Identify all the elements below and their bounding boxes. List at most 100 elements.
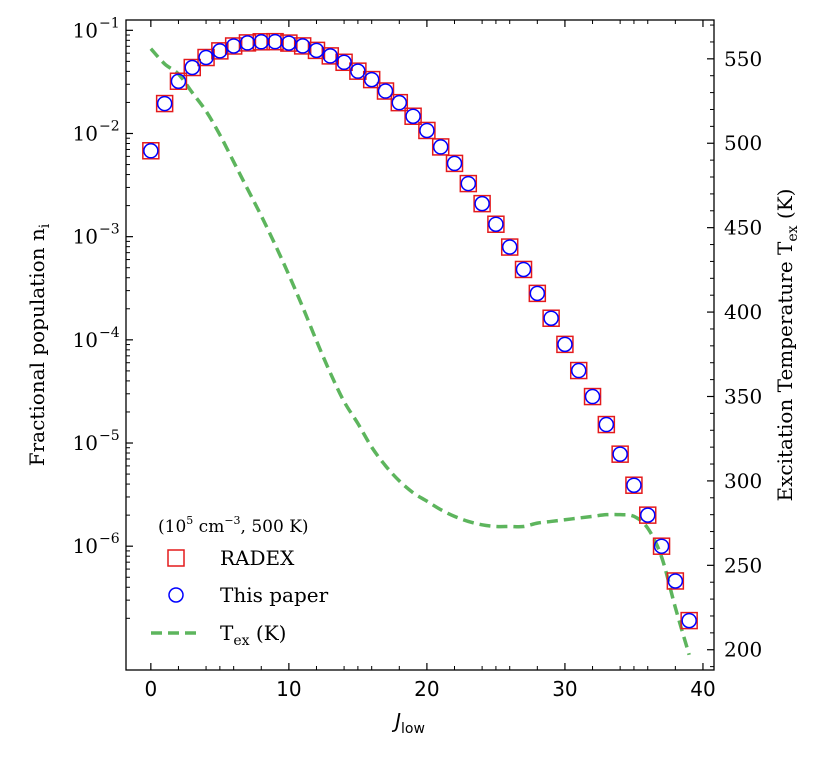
legend-radex-label: RADEX: [220, 546, 295, 570]
this-paper-point: [488, 216, 504, 232]
legend-title-suffix: , 500 K): [241, 517, 309, 537]
radex-point: [638, 506, 657, 524]
legend-radex-marker: [167, 549, 185, 567]
this-paper-point: [405, 108, 421, 124]
marker-layer: [142, 32, 698, 630]
this-paper-point: [308, 42, 325, 59]
radex-point: [569, 361, 588, 380]
y-axis-left: 10−110−210−310−410−510−6: [73, 15, 133, 619]
y-left-tick-exponent: −1: [99, 15, 120, 31]
x-tick-label: 40: [690, 677, 715, 701]
y-right-tick-label: 550: [724, 47, 762, 71]
radex-point: [583, 387, 602, 406]
y-axis-left-label-main: Fractional population n: [25, 228, 49, 466]
legend-tex-sub: ex: [233, 633, 249, 649]
radex-point: [445, 154, 464, 173]
y-axis-right-label-main: Excitation Temperature T: [773, 241, 797, 502]
legend-title-exp2: −3: [224, 514, 240, 527]
legend-tex-main: T: [220, 621, 234, 645]
radex-point: [142, 142, 160, 160]
y-axis-left-label-sub: i: [37, 223, 53, 228]
radex-point: [652, 537, 671, 555]
radex-point: [680, 611, 698, 630]
y-right-tick-label: 250: [724, 553, 762, 577]
y-left-tick-exponent: −6: [99, 531, 120, 547]
radex-point: [487, 215, 505, 233]
legend-title-prefix: (10: [158, 517, 186, 537]
radex-point: [183, 58, 202, 77]
radex-point: [155, 94, 174, 113]
radex-point: [542, 309, 560, 327]
this-paper-point: [626, 477, 642, 493]
radex-point: [197, 48, 215, 67]
this-paper-point: [612, 446, 628, 462]
y-left-tick-base: 10: [73, 225, 98, 249]
x-axis: 0 10 20 30 40: [144, 20, 716, 701]
this-paper-point: [557, 336, 573, 353]
y-axis-right: 200 250 300 350 400 450 500 550: [707, 24, 762, 668]
this-paper-point: [336, 54, 352, 71]
this-paper-point: [529, 285, 546, 302]
y-left-tick-base: 10: [73, 534, 98, 558]
this-paper-point: [432, 139, 449, 155]
this-paper-point: [681, 612, 697, 629]
radex-point: [390, 93, 409, 112]
radex-point: [431, 138, 450, 156]
this-paper-point: [294, 38, 311, 54]
y-right-tick-label: 300: [724, 469, 762, 493]
x-tick-label: 0: [144, 677, 157, 701]
this-paper-point: [391, 94, 408, 111]
this-paper-point: [460, 175, 477, 192]
radex-point: [514, 260, 533, 279]
radex-point: [666, 572, 685, 590]
y-left-tick-label: 10: [73, 328, 98, 352]
radex-point: [556, 335, 574, 354]
this-paper-point: [543, 310, 559, 326]
radex-point: [376, 82, 395, 100]
y-right-tick-label: 500: [724, 131, 762, 155]
y-left-tick-exponent: −4: [99, 325, 120, 341]
y-left-tick-base: 10: [73, 121, 98, 145]
y-left-tick-exponent: −2: [99, 118, 120, 134]
this-paper-point: [143, 143, 159, 159]
radex-point: [266, 32, 284, 51]
this-paper-point: [350, 63, 366, 79]
this-paper-point: [170, 73, 187, 89]
y-axis-right-label-sub: ex: [785, 225, 801, 241]
radex-point: [597, 415, 616, 434]
legend-thispaper-marker: [168, 587, 184, 603]
this-paper-point: [584, 388, 601, 405]
radex-point: [335, 53, 353, 72]
y-left-tick-base: 10: [73, 431, 98, 455]
this-paper-point: [156, 95, 173, 112]
this-paper-point: [377, 83, 394, 99]
y-left-tick-base: 10: [73, 328, 98, 352]
radex-point: [362, 70, 381, 89]
radex-point: [321, 47, 340, 65]
y-left-tick-label: 10: [73, 18, 98, 42]
legend-title-mid: cm: [193, 517, 224, 537]
radex-point: [418, 121, 436, 140]
y-left-tick-label: 10: [73, 534, 98, 558]
y-left-tick-base: 10: [73, 18, 98, 42]
y-right-tick-label: 450: [724, 216, 762, 240]
x-axis-label: Jlow: [391, 709, 425, 737]
tex-line-layer: [149, 47, 691, 656]
x-tick-label: 20: [414, 677, 439, 701]
this-paper-point: [363, 71, 380, 88]
radex-point: [252, 33, 271, 51]
radex-point: [459, 174, 478, 193]
radex-point: [528, 284, 547, 303]
this-paper-point: [212, 43, 228, 59]
radex-point: [404, 107, 422, 125]
radex-point: [169, 72, 188, 90]
y-right-tick-label: 400: [724, 300, 762, 324]
this-paper-point: [419, 122, 435, 139]
y-left-tick-label: 10: [73, 431, 98, 455]
legend: (105 cm−3, 500 K) RADEX This paper Tex (…: [151, 514, 329, 649]
y-right-tick-label: 350: [724, 384, 762, 408]
y-axis-left-label: Fractional population ni: [25, 223, 53, 466]
legend-title: (105 cm−3, 500 K): [158, 514, 309, 537]
this-paper-point: [667, 573, 684, 589]
